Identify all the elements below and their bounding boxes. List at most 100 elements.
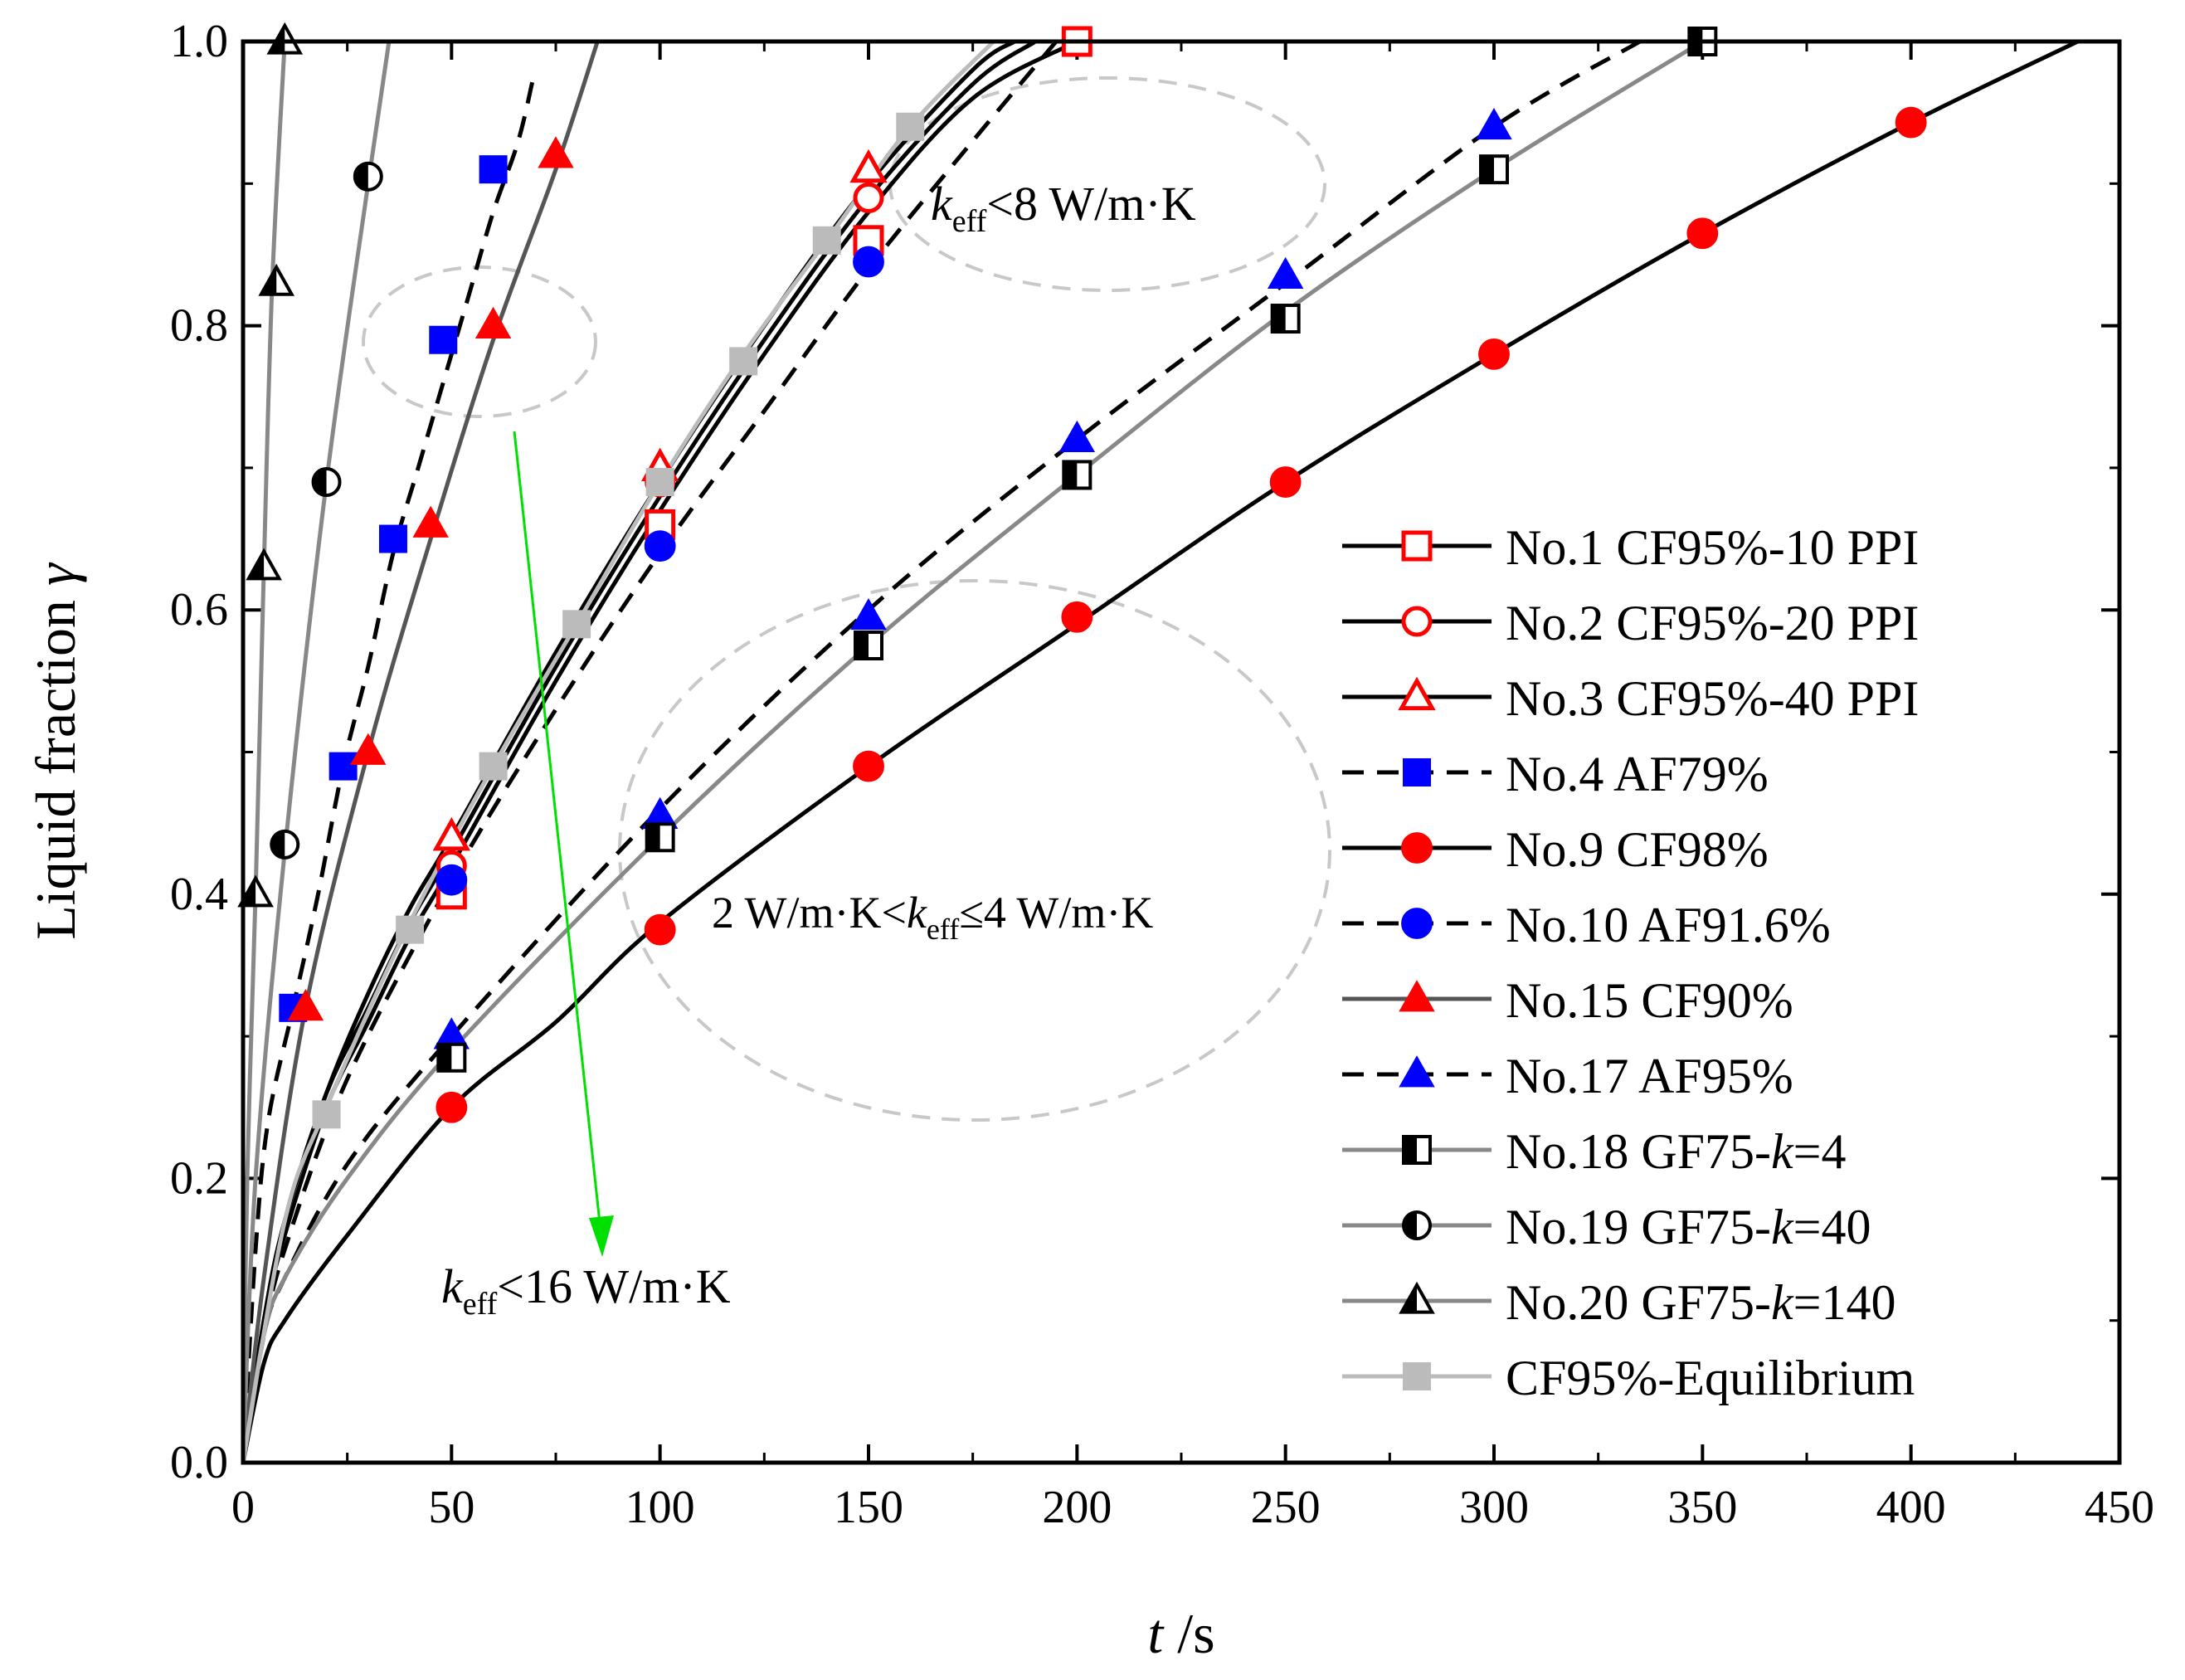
data-point-s11-2 xyxy=(246,548,282,581)
legend-label-7: No.15 CF90% xyxy=(1506,973,1793,1028)
data-point-s12-6 xyxy=(729,347,758,376)
data-point-s7-5 xyxy=(538,136,574,168)
legend-label-part: No.15 CF90% xyxy=(1506,973,1793,1028)
legend: No.1 CF95%-10 PPI No.2 CF95%-20 PPI No.3 C… xyxy=(1342,520,1919,1405)
legend-marker-9 xyxy=(1402,1135,1432,1165)
annotation-keff-8-k: k xyxy=(931,177,953,231)
data-point-s11-1 xyxy=(237,874,274,908)
annotation-keff-2-4: 2 W/m·K<keff≤4 W/m·K xyxy=(712,888,1153,946)
data-point-s11-2-fill xyxy=(248,551,265,579)
legend-label-9: No.18 GF75-k=4 xyxy=(1506,1124,1847,1179)
legend-label-part: No.4 AF79% xyxy=(1506,747,1769,801)
data-point-s9-1 xyxy=(436,1042,467,1073)
data-point-s12-1 xyxy=(312,1100,341,1129)
data-point-s5-6 xyxy=(1478,338,1510,370)
legend-label-12: CF95%-Equilibrium xyxy=(1506,1351,1915,1405)
annotation-keff-2-4-sub: eff xyxy=(927,913,959,946)
legend-marker-11 xyxy=(1399,1281,1435,1314)
y-axis-title: Liquid fraction γ xyxy=(24,562,87,940)
data-point-s8-3 xyxy=(850,597,887,631)
data-point-s5-7 xyxy=(1686,217,1719,250)
y-tick-label: 0.4 xyxy=(170,869,228,920)
annotation-keff-8: keff<8 W/m·K xyxy=(931,177,1196,239)
annotation-arrowhead xyxy=(589,1215,614,1257)
series-line-11 xyxy=(241,41,287,1463)
data-point-s4-2 xyxy=(328,752,358,781)
legend-marker-5 xyxy=(1401,832,1433,864)
y-tick-label: 0.2 xyxy=(170,1152,228,1204)
data-point-s5-2 xyxy=(644,913,676,946)
data-point-s7-2 xyxy=(350,733,387,765)
series-markers xyxy=(237,22,1927,1129)
x-tick-label: 0 xyxy=(231,1482,255,1533)
legend-label-part: k xyxy=(1771,1275,1794,1330)
annotation-keff-16-rest: <16 W/m·K xyxy=(497,1259,730,1313)
data-point-s5-1 xyxy=(436,1091,468,1123)
legend-label-part: No.3 CF95%-40 PPI xyxy=(1506,671,1919,726)
data-point-s6-3 xyxy=(853,246,884,278)
legend-label-part: No.19 GF75- xyxy=(1506,1200,1771,1254)
data-point-s11-4-fill xyxy=(269,25,285,53)
annotation-keff-8-rest: <8 W/m·K xyxy=(986,177,1195,231)
legend-marker-1 xyxy=(1401,530,1433,562)
data-point-s12-2 xyxy=(396,915,425,944)
data-point-s10-1 xyxy=(270,829,300,859)
series-line-6 xyxy=(241,40,1058,1463)
annotation-keff-2-4-k: k xyxy=(907,888,927,937)
legend-label-2: No.2 CF95%-20 PPI xyxy=(1506,596,1919,650)
legend-label-3: No.3 CF95%-40 PPI xyxy=(1506,671,1919,726)
legend-label-1: No.1 CF95%-10 PPI xyxy=(1506,520,1919,575)
legend-marker-8 xyxy=(1399,1055,1435,1088)
legend-label-part: No.18 GF75- xyxy=(1506,1124,1771,1179)
legend-label-5: No.9 CF98% xyxy=(1506,822,1769,877)
annotation-keff-2-4-lead: 2 W/m·K< xyxy=(712,888,907,937)
legend-marker-6 xyxy=(1401,908,1433,939)
data-point-s9-6-fill xyxy=(1481,156,1494,183)
legend-label-part: No.9 CF98% xyxy=(1506,822,1769,877)
legend-label-8: No.17 AF95% xyxy=(1506,1049,1793,1103)
y-tick-label: 0.6 xyxy=(170,584,228,635)
legend-label-part: =4 xyxy=(1793,1124,1847,1179)
data-point-s9-2 xyxy=(645,822,675,853)
data-point-s10-2-fill xyxy=(313,469,327,496)
legend-marker-11-fill xyxy=(1401,1284,1417,1312)
data-point-s3-1 xyxy=(432,816,471,851)
data-point-s12-3 xyxy=(479,752,508,781)
data-point-s8-5 xyxy=(1267,256,1304,290)
x-axis-title-unit: /s xyxy=(1163,1602,1214,1665)
legend-label-6: No.10 AF91.6% xyxy=(1506,898,1831,952)
annotation-keff-16-sub: eff xyxy=(463,1287,498,1322)
data-point-s11-3 xyxy=(258,263,295,296)
legend-label-part: No.1 CF95%-10 PPI xyxy=(1506,520,1919,575)
y-axis-title-text: Liquid fraction xyxy=(24,586,87,940)
legend-marker-3 xyxy=(1398,676,1436,711)
legend-label-10: No.19 GF75-k=40 xyxy=(1506,1200,1871,1254)
series-line-4 xyxy=(241,69,538,1463)
data-point-s12-7 xyxy=(812,226,841,255)
legend-label-part: =40 xyxy=(1793,1200,1871,1254)
data-point-s7-3 xyxy=(412,505,449,538)
legend-marker-9-fill xyxy=(1404,1137,1417,1163)
legend-marker-4 xyxy=(1403,758,1431,786)
data-point-s11-4 xyxy=(266,22,304,55)
data-point-s11-1-fill xyxy=(240,878,256,906)
data-point-s4-3 xyxy=(378,524,407,553)
data-point-s9-3 xyxy=(854,631,883,661)
data-point-s12-4 xyxy=(562,610,591,639)
data-point-s6-2 xyxy=(644,530,676,562)
data-point-s4-5 xyxy=(479,155,508,184)
data-point-s10-3 xyxy=(353,161,383,192)
legend-label-part: No.2 CF95%-20 PPI xyxy=(1506,596,1919,650)
data-point-s2-3 xyxy=(853,182,884,213)
annotation-keff-8-sub: eff xyxy=(952,204,987,239)
tick-labels: 0 50 100 150 200 250 300 350 400 450 0.0 0.2 0.4 0.6 0… xyxy=(170,16,2154,1533)
data-point-s9-2-fill xyxy=(646,824,660,851)
data-point-s7-1 xyxy=(287,989,324,1021)
data-point-s9-4 xyxy=(1062,460,1092,490)
data-point-s6-1 xyxy=(436,864,468,896)
legend-label-part: No.20 GF75- xyxy=(1506,1275,1771,1330)
x-axis-title-symbol: t xyxy=(1147,1602,1165,1665)
annotation-keff-16-k: k xyxy=(441,1259,464,1313)
y-tick-label: 0.0 xyxy=(170,1437,228,1488)
legend-label-part: k xyxy=(1771,1124,1794,1179)
